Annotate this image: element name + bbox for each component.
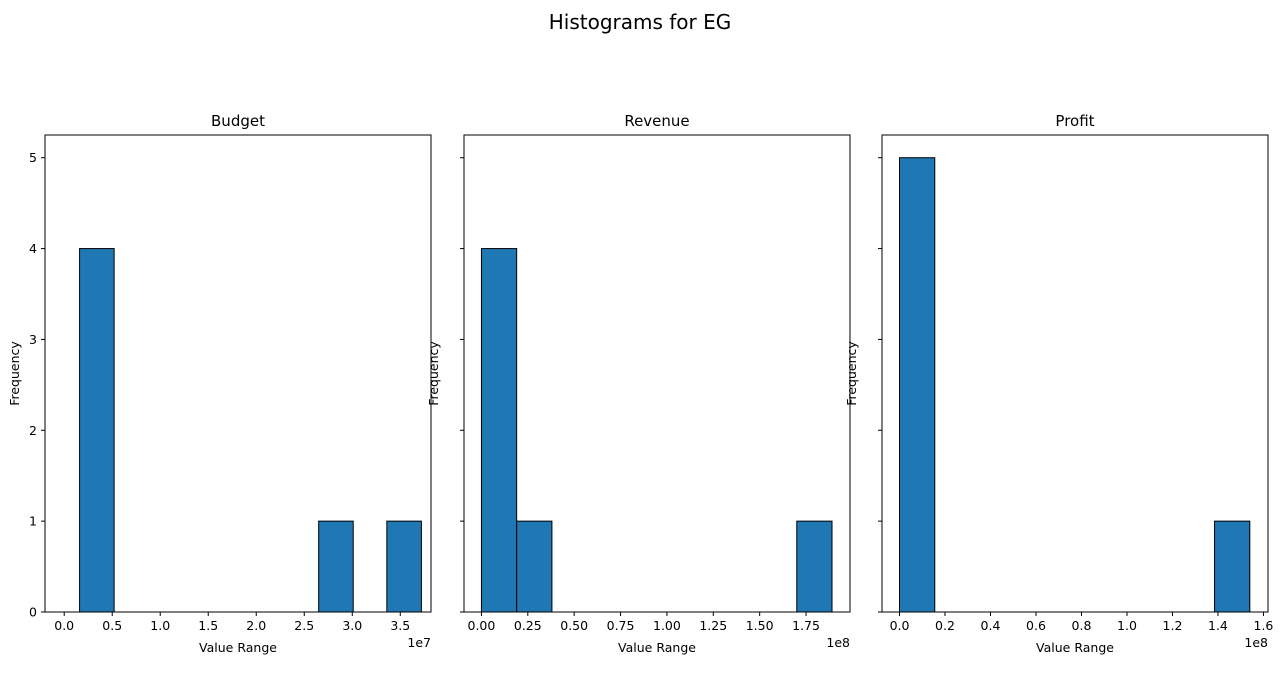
x-tick-label: 0.0 [890, 618, 910, 633]
x-tick-label: 1.4 [1208, 618, 1228, 633]
x-tick-label: 1.25 [699, 618, 727, 633]
histogram-bar [318, 520, 354, 613]
histogram-panel-1: 0.0 0.5 1.0 1.5 2.0 2.5 3.0 3.5 0 1 2 3 4 5 Budget Valu… [7, 112, 432, 655]
x-axis-label: Value Range [1036, 640, 1114, 655]
histogram-bar [516, 520, 553, 613]
x-tick-label: 0.5 [102, 618, 122, 633]
y-axis-label: Frequency [844, 341, 859, 406]
x-tick-label: 1.00 [653, 618, 681, 633]
plot-frame [881, 134, 1269, 613]
x-tick-label: 1.0 [1117, 618, 1137, 633]
x-tick-label: 0.4 [981, 618, 1001, 633]
x-axis-label: Value Range [618, 640, 696, 655]
x-tick-label: 2.0 [246, 618, 266, 633]
chart-title: Revenue [624, 112, 689, 130]
histogram-bar [796, 520, 833, 613]
y-tick-label: 1 [29, 514, 37, 529]
x-tick-label: 1.50 [746, 618, 774, 633]
histogram-bar [79, 248, 115, 613]
y-axis-label: Frequency [7, 341, 22, 406]
plot-frame [463, 134, 851, 613]
x-tick-label: 3.5 [390, 618, 410, 633]
histogram-bar [480, 248, 518, 613]
histogram-bar [1214, 520, 1251, 613]
x-tick-label: 0.50 [560, 618, 588, 633]
x-tick-label: 1.5 [198, 618, 218, 633]
y-tick-label: 4 [29, 241, 37, 256]
plot-frame [44, 134, 432, 613]
figure-title: Histograms for EG [549, 10, 732, 34]
x-tick-label: 2.5 [294, 618, 314, 633]
x-axis-offset-label: 1e8 [826, 635, 850, 650]
y-tick-label: 3 [29, 332, 37, 347]
y-tick-label: 0 [29, 605, 37, 620]
x-tick-label: 0.25 [514, 618, 542, 633]
y-tick-label: 2 [29, 423, 37, 438]
x-tick-label: 1.0 [150, 618, 170, 633]
histogram-panel-2: 0.00 0.25 0.50 0.75 1.00 1.25 1.50 1.75 Revenue V… [426, 112, 851, 655]
y-tick-label: 5 [29, 150, 37, 165]
x-tick-label: 0.2 [935, 618, 955, 633]
histogram-panel-3: 0.0 0.2 0.4 0.6 0.8 1.0 1.2 1.4 1.6 Profit Value R… [844, 112, 1273, 655]
x-tick-label: 1.6 [1254, 618, 1274, 633]
x-tick-label: 0.00 [468, 618, 496, 633]
x-tick-label: 3.0 [342, 618, 362, 633]
chart-title: Budget [211, 112, 265, 130]
x-axis-offset-label: 1e7 [407, 635, 431, 650]
x-axis-label: Value Range [199, 640, 277, 655]
x-tick-label: 0.0 [54, 618, 74, 633]
histogram-bar [899, 157, 936, 613]
y-axis-label: Frequency [426, 341, 441, 406]
x-tick-label: 1.75 [792, 618, 820, 633]
chart-title: Profit [1055, 112, 1094, 130]
x-tick-label: 0.75 [607, 618, 635, 633]
x-tick-label: 0.8 [1072, 618, 1092, 633]
x-axis-offset-label: 1e8 [1244, 635, 1268, 650]
x-tick-label: 0.6 [1026, 618, 1046, 633]
x-tick-label: 1.2 [1163, 618, 1183, 633]
histogram-bar [386, 520, 422, 613]
